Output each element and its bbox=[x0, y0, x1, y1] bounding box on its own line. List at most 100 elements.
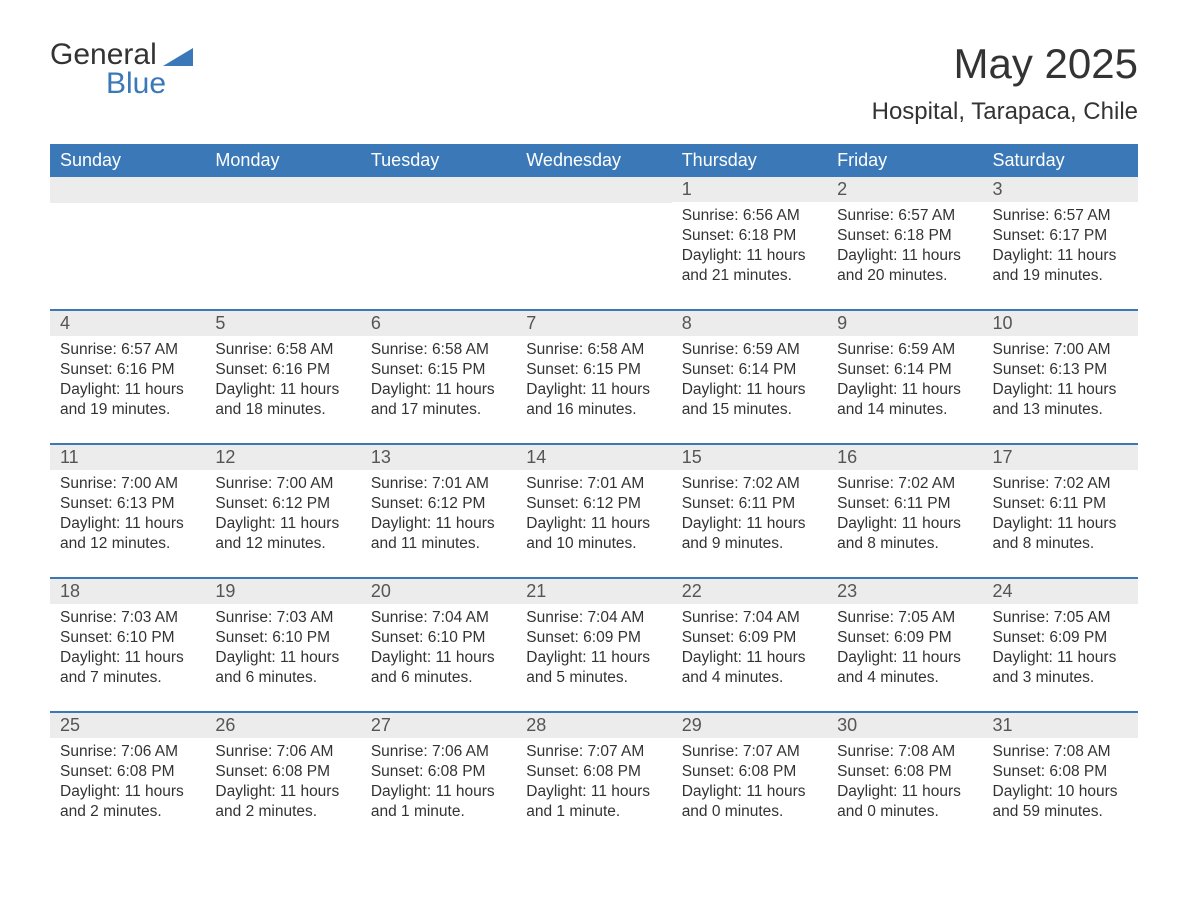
daylight-label: Daylight: bbox=[993, 515, 1058, 532]
day-body: Sunrise: 7:05 AMSunset: 6:09 PMDaylight:… bbox=[827, 604, 982, 697]
sunset-line: Sunset: 6:09 PM bbox=[993, 628, 1128, 648]
sunset-line: Sunset: 6:08 PM bbox=[526, 762, 661, 782]
day-cell: 10Sunrise: 7:00 AMSunset: 6:13 PMDayligh… bbox=[983, 311, 1138, 429]
sunrise-value: 7:02 AM bbox=[1054, 475, 1111, 492]
day-body: Sunrise: 7:06 AMSunset: 6:08 PMDaylight:… bbox=[205, 738, 360, 831]
sunrise-value: 7:07 AM bbox=[587, 743, 644, 760]
sunset-value: 6:10 PM bbox=[117, 629, 175, 646]
sunset-label: Sunset: bbox=[682, 495, 739, 512]
sunrise-line: Sunrise: 7:07 AM bbox=[526, 742, 661, 762]
sunrise-value: 7:01 AM bbox=[432, 475, 489, 492]
day-number: 18 bbox=[50, 579, 205, 604]
sunrise-value: 7:02 AM bbox=[743, 475, 800, 492]
weekday-header: Tuesday bbox=[361, 144, 516, 177]
sunrise-value: 7:06 AM bbox=[432, 743, 489, 760]
sunset-line: Sunset: 6:08 PM bbox=[837, 762, 972, 782]
sunrise-line: Sunrise: 6:57 AM bbox=[60, 340, 195, 360]
sunset-label: Sunset: bbox=[371, 361, 428, 378]
sunrise-value: 7:04 AM bbox=[743, 609, 800, 626]
week-row: 25Sunrise: 7:06 AMSunset: 6:08 PMDayligh… bbox=[50, 711, 1138, 831]
day-number: 29 bbox=[672, 713, 827, 738]
sunrise-line: Sunrise: 7:06 AM bbox=[215, 742, 350, 762]
daylight-label: Daylight: bbox=[682, 247, 747, 264]
day-cell bbox=[50, 177, 205, 295]
sunrise-label: Sunrise: bbox=[682, 743, 743, 760]
daylight-line: Daylight: 11 hours and 6 minutes. bbox=[371, 648, 506, 688]
weekday-header: Monday bbox=[205, 144, 360, 177]
sunset-line: Sunset: 6:18 PM bbox=[682, 226, 817, 246]
day-body: Sunrise: 7:08 AMSunset: 6:08 PMDaylight:… bbox=[827, 738, 982, 831]
weekday-header: Sunday bbox=[50, 144, 205, 177]
sunrise-line: Sunrise: 7:06 AM bbox=[60, 742, 195, 762]
header-bar: General Blue May 2025 Hospital, Tarapaca… bbox=[50, 40, 1138, 126]
sunrise-value: 7:04 AM bbox=[587, 609, 644, 626]
sunrise-line: Sunrise: 7:08 AM bbox=[993, 742, 1128, 762]
daylight-label: Daylight: bbox=[371, 381, 436, 398]
sunrise-line: Sunrise: 6:58 AM bbox=[526, 340, 661, 360]
sunrise-label: Sunrise: bbox=[526, 609, 587, 626]
sunrise-label: Sunrise: bbox=[993, 207, 1054, 224]
day-body: Sunrise: 6:58 AMSunset: 6:15 PMDaylight:… bbox=[361, 336, 516, 429]
sunrise-label: Sunrise: bbox=[682, 207, 743, 224]
sunrise-line: Sunrise: 6:58 AM bbox=[371, 340, 506, 360]
day-body: Sunrise: 7:08 AMSunset: 6:08 PMDaylight:… bbox=[983, 738, 1138, 831]
day-cell: 29Sunrise: 7:07 AMSunset: 6:08 PMDayligh… bbox=[672, 713, 827, 831]
day-cell: 20Sunrise: 7:04 AMSunset: 6:10 PMDayligh… bbox=[361, 579, 516, 697]
sunrise-value: 6:57 AM bbox=[121, 341, 178, 358]
day-number: 10 bbox=[983, 311, 1138, 336]
daylight-label: Daylight: bbox=[682, 649, 747, 666]
sunrise-label: Sunrise: bbox=[60, 743, 121, 760]
daylight-line: Daylight: 11 hours and 19 minutes. bbox=[60, 380, 195, 420]
sunrise-label: Sunrise: bbox=[371, 475, 432, 492]
sunset-value: 6:08 PM bbox=[583, 763, 641, 780]
sunrise-label: Sunrise: bbox=[526, 475, 587, 492]
sunset-line: Sunset: 6:09 PM bbox=[526, 628, 661, 648]
title-block: May 2025 Hospital, Tarapaca, Chile bbox=[872, 40, 1138, 126]
triangle-icon bbox=[163, 44, 193, 71]
sunset-label: Sunset: bbox=[837, 763, 894, 780]
daylight-label: Daylight: bbox=[60, 381, 125, 398]
sunrise-line: Sunrise: 7:03 AM bbox=[60, 608, 195, 628]
day-number: 19 bbox=[205, 579, 360, 604]
day-cell: 26Sunrise: 7:06 AMSunset: 6:08 PMDayligh… bbox=[205, 713, 360, 831]
daylight-line: Daylight: 11 hours and 19 minutes. bbox=[993, 246, 1128, 286]
day-number: 5 bbox=[205, 311, 360, 336]
daylight-label: Daylight: bbox=[682, 515, 747, 532]
day-cell: 28Sunrise: 7:07 AMSunset: 6:08 PMDayligh… bbox=[516, 713, 671, 831]
sunset-value: 6:12 PM bbox=[583, 495, 641, 512]
sunrise-label: Sunrise: bbox=[682, 475, 743, 492]
sunrise-line: Sunrise: 7:06 AM bbox=[371, 742, 506, 762]
day-cell: 23Sunrise: 7:05 AMSunset: 6:09 PMDayligh… bbox=[827, 579, 982, 697]
sunset-label: Sunset: bbox=[837, 227, 894, 244]
daylight-line: Daylight: 11 hours and 0 minutes. bbox=[837, 782, 972, 822]
sunrise-label: Sunrise: bbox=[215, 475, 276, 492]
sunset-line: Sunset: 6:13 PM bbox=[60, 494, 195, 514]
sunset-line: Sunset: 6:11 PM bbox=[682, 494, 817, 514]
sunrise-value: 7:08 AM bbox=[898, 743, 955, 760]
weekday-header: Wednesday bbox=[516, 144, 671, 177]
sunset-label: Sunset: bbox=[371, 495, 428, 512]
sunrise-label: Sunrise: bbox=[371, 341, 432, 358]
daylight-label: Daylight: bbox=[837, 247, 902, 264]
sunrise-label: Sunrise: bbox=[993, 475, 1054, 492]
sunset-value: 6:08 PM bbox=[117, 763, 175, 780]
sunrise-label: Sunrise: bbox=[837, 207, 898, 224]
day-body: Sunrise: 7:02 AM Sunset: 6:11 PMDaylight:… bbox=[672, 470, 827, 563]
day-cell: 25Sunrise: 7:06 AMSunset: 6:08 PMDayligh… bbox=[50, 713, 205, 831]
sunset-label: Sunset: bbox=[526, 763, 583, 780]
day-number: 9 bbox=[827, 311, 982, 336]
day-cell: 7Sunrise: 6:58 AMSunset: 6:15 PMDaylight… bbox=[516, 311, 671, 429]
sunset-line: Sunset: 6:12 PM bbox=[526, 494, 661, 514]
sunrise-line: Sunrise: 6:59 AM bbox=[682, 340, 817, 360]
sunrise-label: Sunrise: bbox=[682, 341, 743, 358]
daylight-label: Daylight: bbox=[993, 783, 1058, 800]
day-cell: 30Sunrise: 7:08 AMSunset: 6:08 PMDayligh… bbox=[827, 713, 982, 831]
daylight-label: Daylight: bbox=[371, 515, 436, 532]
day-cell: 24Sunrise: 7:05 AMSunset: 6:09 PMDayligh… bbox=[983, 579, 1138, 697]
sunset-line: Sunset: 6:16 PM bbox=[60, 360, 195, 380]
daylight-line: Daylight: 11 hours and 13 minutes. bbox=[993, 380, 1128, 420]
day-number: 20 bbox=[361, 579, 516, 604]
daylight-label: Daylight: bbox=[60, 649, 125, 666]
sunrise-line: Sunrise: 6:59 AM bbox=[837, 340, 972, 360]
sunset-value: 6:08 PM bbox=[894, 763, 952, 780]
